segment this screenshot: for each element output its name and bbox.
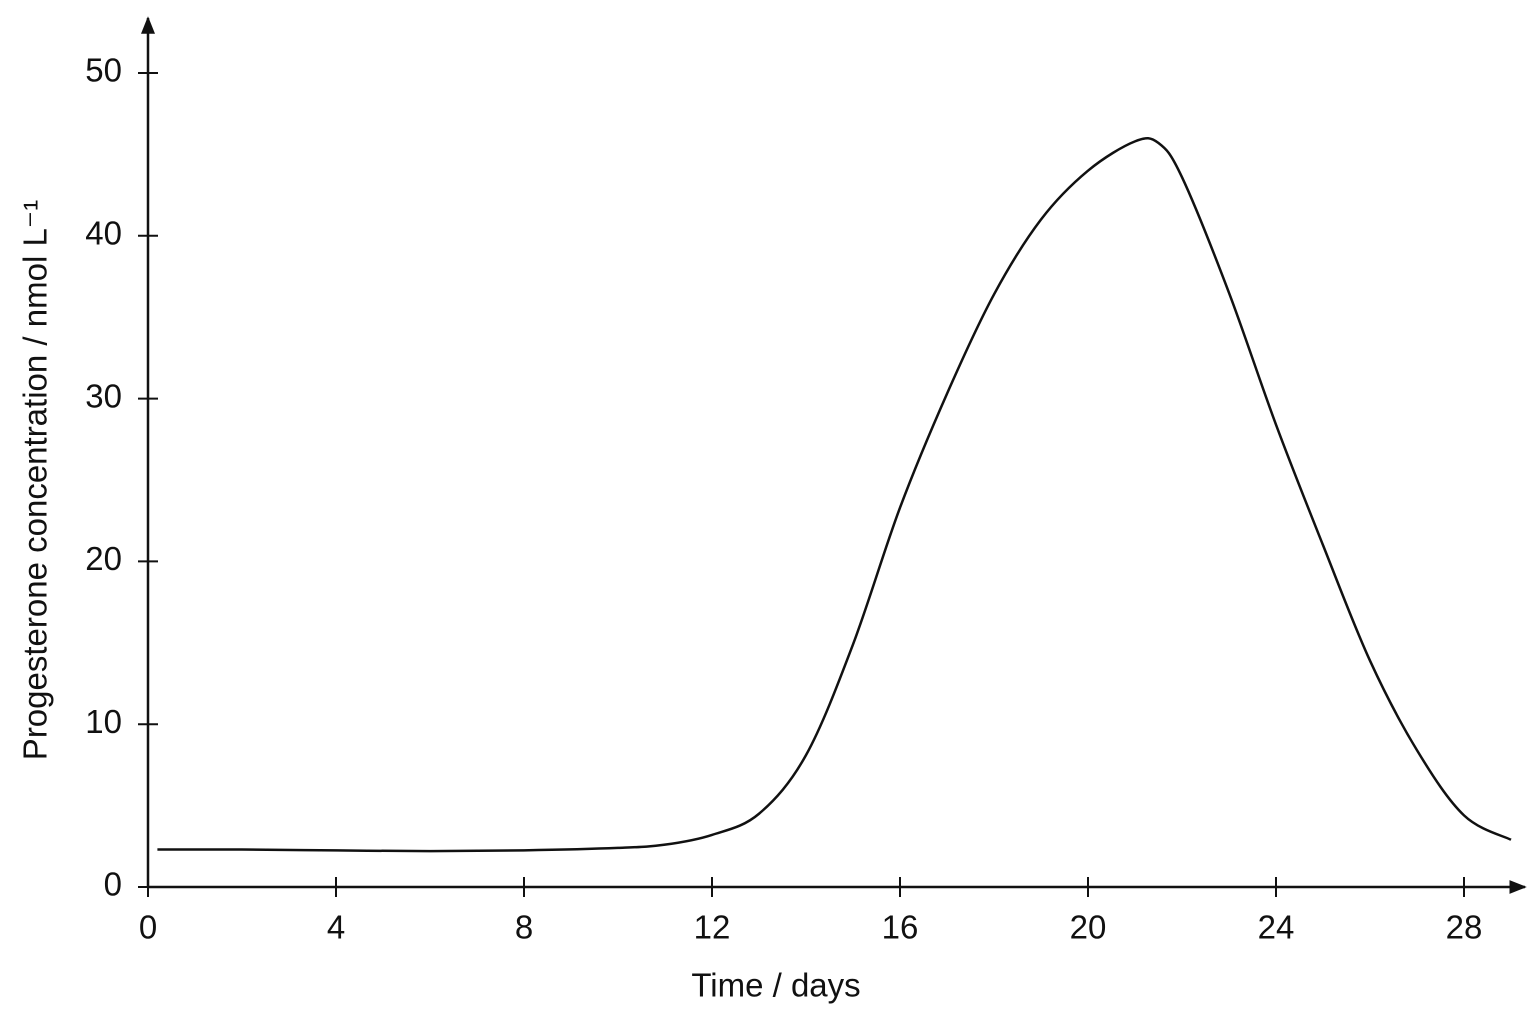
- data-line: [157, 136, 1512, 853]
- y-tick-label: 10: [85, 703, 122, 740]
- y-tick-label: 0: [104, 866, 122, 903]
- x-tick-label: 0: [139, 909, 157, 946]
- x-tick-label: 20: [1070, 909, 1107, 946]
- x-tick-label: 8: [515, 909, 533, 946]
- y-tick-label: 50: [85, 52, 122, 89]
- y-tick-label: 20: [85, 540, 122, 577]
- y-tick-label: 30: [85, 377, 122, 414]
- x-tick-label: 24: [1258, 909, 1295, 946]
- x-tick-label: 16: [882, 909, 919, 946]
- y-tick-label: 40: [85, 215, 122, 252]
- x-axis-label: Time / days: [691, 967, 860, 1004]
- x-tick-label: 4: [327, 909, 345, 946]
- y-axis-label: Progesterone concentration / nmol L⁻¹: [17, 200, 54, 760]
- x-tick-label: 12: [694, 909, 731, 946]
- x-tick-label: 28: [1446, 909, 1483, 946]
